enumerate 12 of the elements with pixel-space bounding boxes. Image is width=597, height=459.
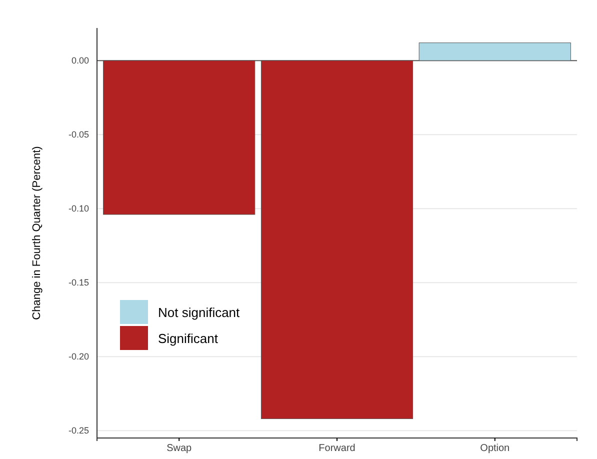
y-tick-label: -0.05 <box>68 129 89 140</box>
y-tick-label: -0.15 <box>68 277 89 288</box>
legend-label: Significant <box>158 331 218 346</box>
x-tick-label: Swap <box>166 443 192 454</box>
y-tick-label: -0.20 <box>68 351 89 362</box>
x-tick-label: Option <box>480 443 510 454</box>
y-tick-label: -0.25 <box>68 425 89 436</box>
legend-label: Not significant <box>158 305 240 320</box>
y-tick-label: -0.10 <box>68 203 89 214</box>
x-tick-label: Forward <box>318 443 356 454</box>
y-tick-label: 0.00 <box>71 55 89 66</box>
y-axis-title: Change in Fourth Quarter (Percent) <box>31 146 43 320</box>
